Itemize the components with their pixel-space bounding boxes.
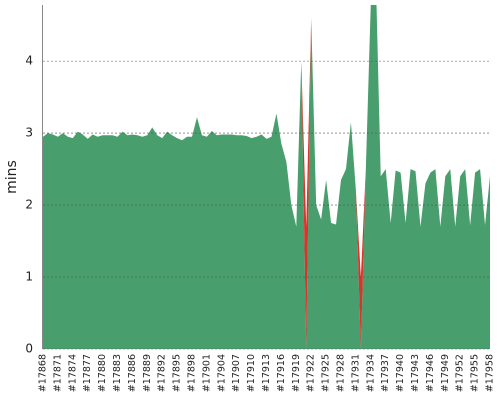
x-tick-label: #17916 bbox=[276, 354, 287, 392]
x-tick-label: #17904 bbox=[216, 354, 227, 392]
x-tick-label: #17901 bbox=[201, 354, 212, 392]
grid bbox=[43, 60, 490, 350]
y-tick-label: 0 bbox=[25, 342, 33, 356]
x-tick-label: #17958 bbox=[485, 354, 496, 392]
x-tick-label: #17880 bbox=[97, 354, 108, 392]
x-tick-label: #17922 bbox=[306, 354, 317, 392]
y-tick-label: 1 bbox=[25, 270, 33, 284]
x-tick-label: #17883 bbox=[112, 354, 123, 392]
x-tick-label: #17907 bbox=[231, 354, 242, 392]
x-tick-label: #17868 bbox=[38, 354, 49, 392]
y-tick-label: 2 bbox=[25, 198, 33, 212]
x-tick-label: #17928 bbox=[336, 354, 347, 392]
x-tick-label: #17892 bbox=[157, 354, 168, 392]
x-tick-label: #17889 bbox=[142, 354, 153, 392]
x-tick-label: #17955 bbox=[470, 354, 481, 392]
x-tick-label: #17946 bbox=[425, 354, 436, 392]
area bbox=[43, 5, 490, 349]
x-tick-label: #17937 bbox=[380, 354, 391, 392]
plot bbox=[43, 5, 490, 349]
x-tick-label: #17895 bbox=[172, 354, 183, 392]
x-tick-label: #17913 bbox=[261, 354, 272, 392]
y-axis-label: mins bbox=[4, 160, 20, 194]
x-tick-label: #17874 bbox=[67, 354, 78, 392]
x-tick-label: #17919 bbox=[291, 354, 302, 392]
x-tick-label: #17952 bbox=[455, 354, 466, 392]
x-tick-label: #17940 bbox=[395, 354, 406, 392]
x-tick-label: #17931 bbox=[350, 354, 361, 392]
y-tick-label: 3 bbox=[25, 126, 33, 140]
y-tick-label: 4 bbox=[25, 54, 33, 68]
x-tick-label: #17886 bbox=[127, 354, 138, 392]
x-tick-label: #17925 bbox=[321, 354, 332, 392]
x-tick-label: #17898 bbox=[187, 354, 198, 392]
x-tick-label: #17871 bbox=[52, 354, 63, 392]
x-tick-label: #17877 bbox=[82, 354, 93, 392]
x-tick-label: #17949 bbox=[440, 354, 451, 392]
x-tick-label: #17943 bbox=[410, 354, 421, 392]
x-tick-label: #17910 bbox=[246, 354, 257, 392]
x-tick-label: #17934 bbox=[365, 354, 376, 392]
